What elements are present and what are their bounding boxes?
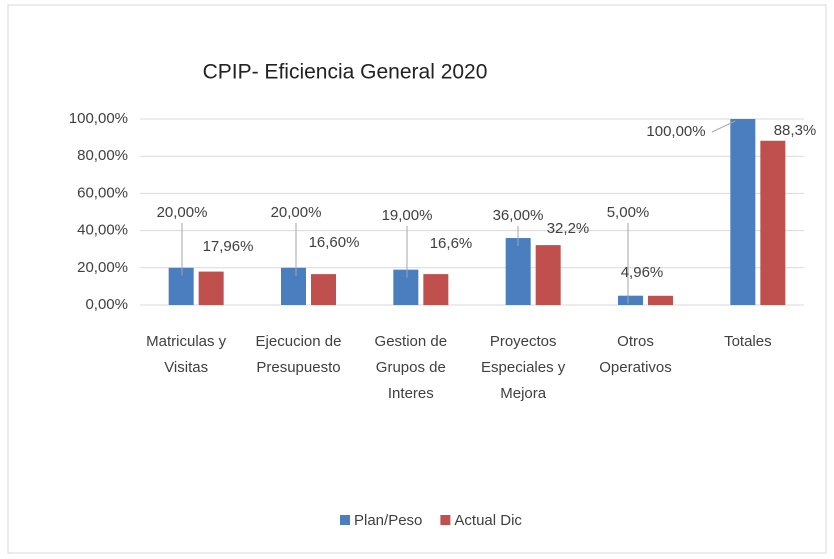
legend-label: Plan/Peso: [354, 512, 422, 529]
legend-swatch: [440, 515, 451, 525]
x-tick-label: Mejora: [500, 385, 547, 402]
x-tick-label: Ejecucion de: [256, 333, 342, 350]
bar: [281, 267, 306, 305]
bar: [198, 271, 224, 305]
x-tick-label: Visitas: [164, 359, 208, 376]
data-label: 16,60%: [309, 234, 360, 251]
bar: [760, 140, 786, 305]
data-label: 5,00%: [607, 204, 650, 221]
data-label: 16,6%: [430, 235, 473, 252]
bar: [393, 269, 419, 305]
legend-label: Actual Dic: [454, 512, 522, 529]
bar: [168, 267, 194, 305]
y-tick-label: 60,00%: [77, 184, 128, 201]
y-tick-label: 40,00%: [77, 222, 128, 239]
data-label: 20,00%: [271, 204, 322, 221]
y-tick-label: 100,00%: [69, 110, 128, 127]
x-tick-label: Interes: [388, 385, 434, 402]
data-label: 32,2%: [547, 220, 590, 237]
data-label: 36,00%: [493, 207, 544, 224]
data-label: 17,96%: [203, 238, 254, 255]
y-tick-label: 80,00%: [77, 147, 128, 164]
data-label: 19,00%: [382, 207, 433, 224]
x-tick-label: Operativos: [599, 359, 672, 376]
x-tick-label: Proyectos: [490, 333, 557, 350]
data-label: 4,96%: [621, 264, 664, 281]
bar: [730, 119, 756, 305]
x-tick-label: Otros: [617, 333, 654, 350]
bar: [535, 245, 561, 305]
x-tick-label: Matriculas y: [146, 333, 227, 350]
data-label: 20,00%: [157, 204, 208, 221]
y-tick-label: 0,00%: [85, 296, 128, 313]
x-tick-label: Grupos de: [376, 359, 446, 376]
x-tick-label: Presupuesto: [256, 359, 340, 376]
bar: [311, 274, 336, 305]
data-label: 88,3%: [774, 122, 817, 139]
x-tick-label: Gestion de: [375, 333, 448, 350]
bar: [505, 238, 531, 305]
legend-swatch: [340, 515, 350, 525]
x-tick-label: Especiales y: [481, 359, 566, 376]
bar: [648, 295, 673, 305]
chart-title: CPIP- Eficiencia General 2020: [203, 61, 488, 84]
y-tick-label: 20,00%: [77, 259, 128, 276]
bar: [423, 274, 449, 305]
leader-line: [711, 120, 736, 133]
x-tick-label: Totales: [724, 333, 772, 350]
bar: [618, 295, 643, 305]
data-label: 100,00%: [646, 123, 705, 140]
